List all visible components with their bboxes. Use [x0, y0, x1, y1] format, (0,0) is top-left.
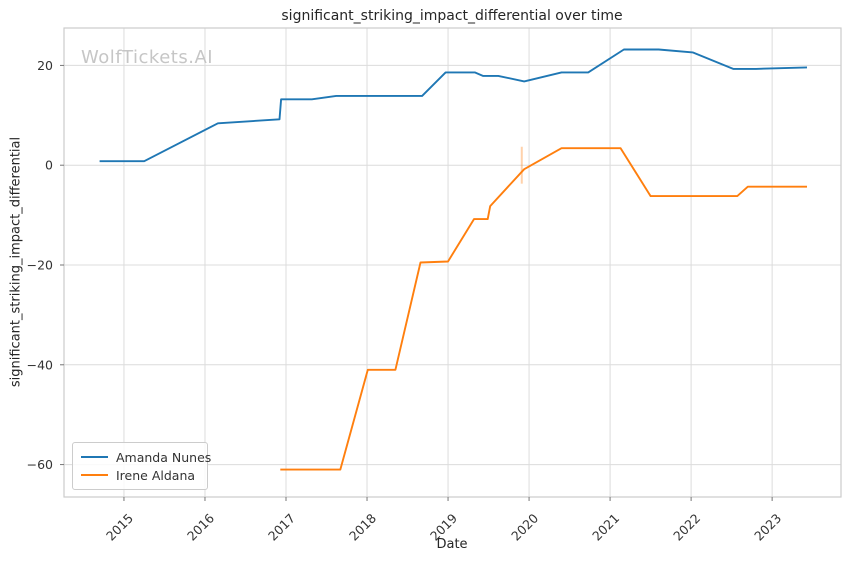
x-tick-label: 2020 [508, 510, 541, 543]
x-tick-label: 2022 [670, 511, 703, 544]
legend-item: Irene Aldana [81, 466, 199, 484]
y-tick-label: −60 [27, 457, 53, 472]
legend-line-swatch [81, 474, 108, 476]
legend-label: Amanda Nunes [116, 449, 212, 465]
y-tick-label: −20 [27, 257, 53, 272]
x-tick-label: 2018 [346, 510, 379, 543]
x-tick-label: 2017 [265, 511, 298, 544]
x-tick-label: 2021 [589, 511, 622, 544]
x-axis-label: Date [436, 537, 468, 552]
x-tick-label: 2015 [103, 511, 136, 544]
y-tick-label: −40 [27, 357, 53, 372]
legend-line-swatch [81, 456, 108, 458]
chart-title: significant_striking_impact_differential… [281, 8, 623, 24]
plot-area [64, 28, 841, 497]
series-line-irene-aldana [280, 147, 807, 471]
plot-border [63, 27, 842, 498]
series-line-amanda-nunes [99, 48, 808, 163]
y-axis-label: significant_striking_impact_differential [8, 136, 24, 388]
watermark: WolfTickets.AI [81, 47, 214, 68]
x-tick-label: 2016 [184, 510, 217, 543]
x-tick-label: 2023 [751, 511, 784, 544]
legend-label: Irene Aldana [116, 467, 196, 483]
y-tick-label: 0 [45, 158, 53, 173]
legend: Amanda Nunes Irene Aldana [72, 442, 211, 490]
legend-item: Amanda Nunes [81, 448, 211, 466]
y-tick-label: 20 [37, 58, 53, 73]
